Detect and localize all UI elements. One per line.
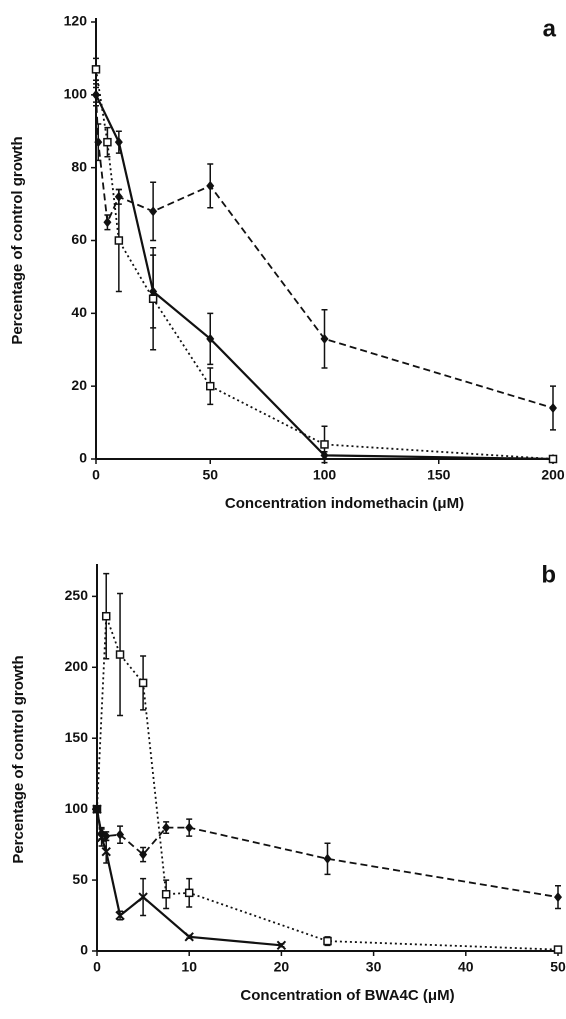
marker (161, 890, 171, 899)
x-tick-label: 150 (427, 467, 451, 483)
x-tick-label: 50 (550, 959, 566, 975)
x-axis-title: Concentration of BWA4C (μM) (240, 987, 454, 1004)
y-tick-label: 100 (65, 800, 89, 816)
y-tick-label: 80 (71, 158, 87, 174)
series-line (95, 69, 554, 460)
panel-label: a (543, 15, 557, 42)
marker (116, 829, 125, 840)
x-tick-label: 200 (541, 467, 565, 483)
y-tick-label: 120 (64, 13, 88, 29)
x-tick-label: 50 (202, 467, 218, 483)
marker (139, 849, 148, 860)
marker (92, 89, 100, 100)
y-tick-label: 250 (65, 587, 89, 603)
marker (115, 650, 125, 659)
marker (162, 822, 171, 833)
y-tick-label: 0 (79, 450, 87, 466)
marker (206, 381, 215, 391)
panel-label: b (541, 561, 556, 588)
marker (91, 65, 101, 74)
marker (103, 217, 112, 228)
marker (184, 888, 194, 898)
marker (206, 333, 215, 344)
y-tick-label: 100 (64, 86, 88, 102)
y-axis-title: Percentage of control growth (10, 655, 27, 863)
y-tick-label: 0 (80, 942, 88, 958)
marker (149, 206, 158, 217)
marker (554, 892, 562, 903)
marker (114, 137, 123, 148)
marker (185, 822, 194, 833)
x-tick-label: 10 (181, 959, 197, 975)
marker (323, 853, 332, 864)
marker (114, 236, 124, 245)
x-tick-label: 100 (313, 467, 337, 483)
marker (101, 611, 111, 621)
marker (184, 932, 194, 942)
y-tick-label: 40 (71, 304, 87, 320)
series-line (96, 615, 559, 951)
marker (323, 936, 332, 946)
marker (138, 678, 148, 688)
marker (549, 403, 557, 414)
marker (138, 892, 148, 902)
marker (553, 945, 563, 954)
y-tick-label: 60 (71, 231, 87, 247)
series-line (95, 94, 554, 461)
x-tick-label: 0 (93, 959, 101, 975)
marker (101, 846, 111, 857)
marker (548, 454, 558, 464)
marker (148, 294, 158, 304)
marker (92, 804, 102, 814)
y-tick-label: 50 (72, 871, 88, 887)
marker (320, 333, 329, 344)
marker (320, 440, 329, 449)
marker (94, 137, 103, 148)
marker (103, 137, 112, 147)
y-tick-label: 20 (71, 377, 87, 393)
y-tick-label: 150 (65, 729, 89, 745)
x-axis-title: Concentration indomethacin (μM) (225, 495, 464, 512)
series-line (95, 94, 554, 409)
x-tick-label: 40 (458, 959, 474, 975)
x-tick-label: 20 (274, 959, 290, 975)
marker (115, 910, 125, 921)
x-tick-label: 30 (366, 959, 382, 975)
x-tick-label: 0 (92, 467, 100, 483)
y-tick-label: 200 (65, 658, 89, 674)
y-axis-title: Percentage of control growth (9, 136, 26, 344)
marker (206, 180, 215, 191)
marker (276, 940, 287, 951)
